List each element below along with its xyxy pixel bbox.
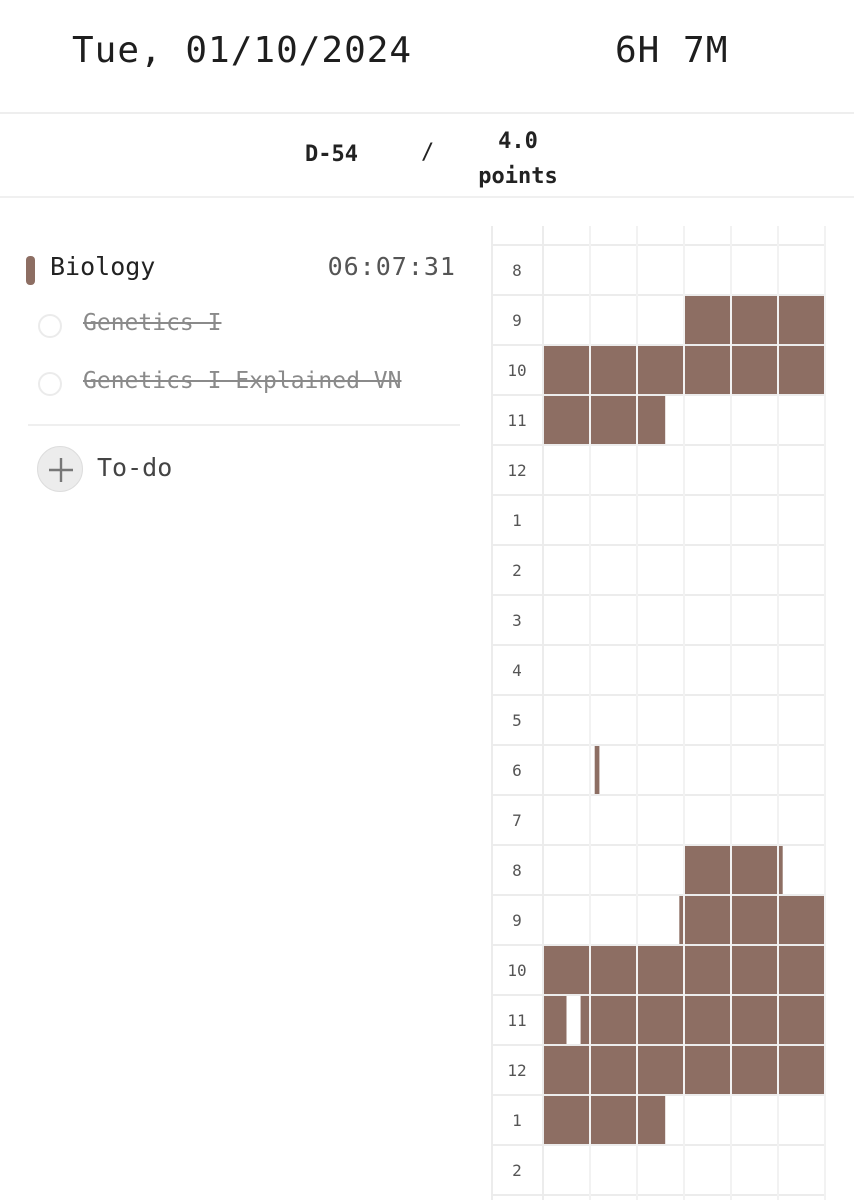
- study-block: [543, 1095, 666, 1145]
- subject-color-bar: [26, 256, 35, 285]
- hour-label: 2: [512, 561, 522, 580]
- study-block: [594, 745, 600, 795]
- hour-label: 1: [512, 511, 522, 530]
- study-block: [679, 895, 825, 945]
- dday-counter[interactable]: D-54: [305, 142, 358, 167]
- timetable-grid[interactable]: 8 9 10 11 12 1 2 3 4 5 6 7 8 9 10 11 12 1 2: [491, 226, 829, 1200]
- study-block: [543, 995, 567, 1045]
- divider: [28, 424, 460, 426]
- points-label: 4.0 points: [478, 129, 558, 189]
- task-item[interactable]: Genetics I: [36, 310, 460, 346]
- hour-label: 4: [512, 661, 522, 680]
- date-label[interactable]: Tue, 01/10/2024: [72, 30, 413, 71]
- add-todo-button[interactable]: [37, 446, 83, 492]
- hour-label: 6: [512, 761, 522, 780]
- total-study-time: 6H 7M: [615, 30, 729, 71]
- task-checkbox[interactable]: [38, 372, 62, 396]
- hour-label: 9: [512, 911, 522, 930]
- hour-label: 11: [507, 411, 526, 430]
- study-block: [684, 295, 825, 345]
- hour-label: 10: [507, 961, 526, 980]
- study-block: [543, 395, 666, 445]
- hour-label: 2: [512, 1161, 522, 1180]
- header: Tue, 01/10/2024 6H 7M: [0, 0, 854, 114]
- summary-bar: D-54 / 4.0 points: [0, 114, 854, 198]
- task-label: Genetics I: [83, 310, 222, 336]
- hour-label: 3: [512, 611, 522, 630]
- task-label: Genetics I Explained VN: [83, 368, 402, 394]
- plus-icon: [49, 458, 73, 482]
- add-todo-row[interactable]: To-do: [37, 446, 337, 492]
- add-todo-label: To-do: [97, 453, 173, 482]
- hour-label: 9: [512, 311, 522, 330]
- hour-label: 10: [507, 361, 526, 380]
- hour-label: 8: [512, 861, 522, 880]
- study-block: [684, 845, 783, 895]
- hour-label: 11: [507, 1011, 526, 1030]
- hour-label: 7: [512, 811, 522, 830]
- study-block: [580, 995, 825, 1045]
- hour-label: 12: [507, 1061, 526, 1080]
- task-checkbox[interactable]: [38, 314, 62, 338]
- hour-label: 5: [512, 711, 522, 730]
- task-item[interactable]: Genetics I Explained VN: [36, 368, 460, 404]
- hour-label: 12: [507, 461, 526, 480]
- hour-label: 8: [512, 261, 522, 280]
- subject-time: 06:07:31: [327, 252, 456, 281]
- subject-row[interactable]: Biology 06:07:31: [26, 250, 460, 290]
- summary-separator: /: [421, 140, 435, 165]
- subject-name: Biology: [50, 252, 156, 281]
- hour-label: 1: [512, 1111, 522, 1130]
